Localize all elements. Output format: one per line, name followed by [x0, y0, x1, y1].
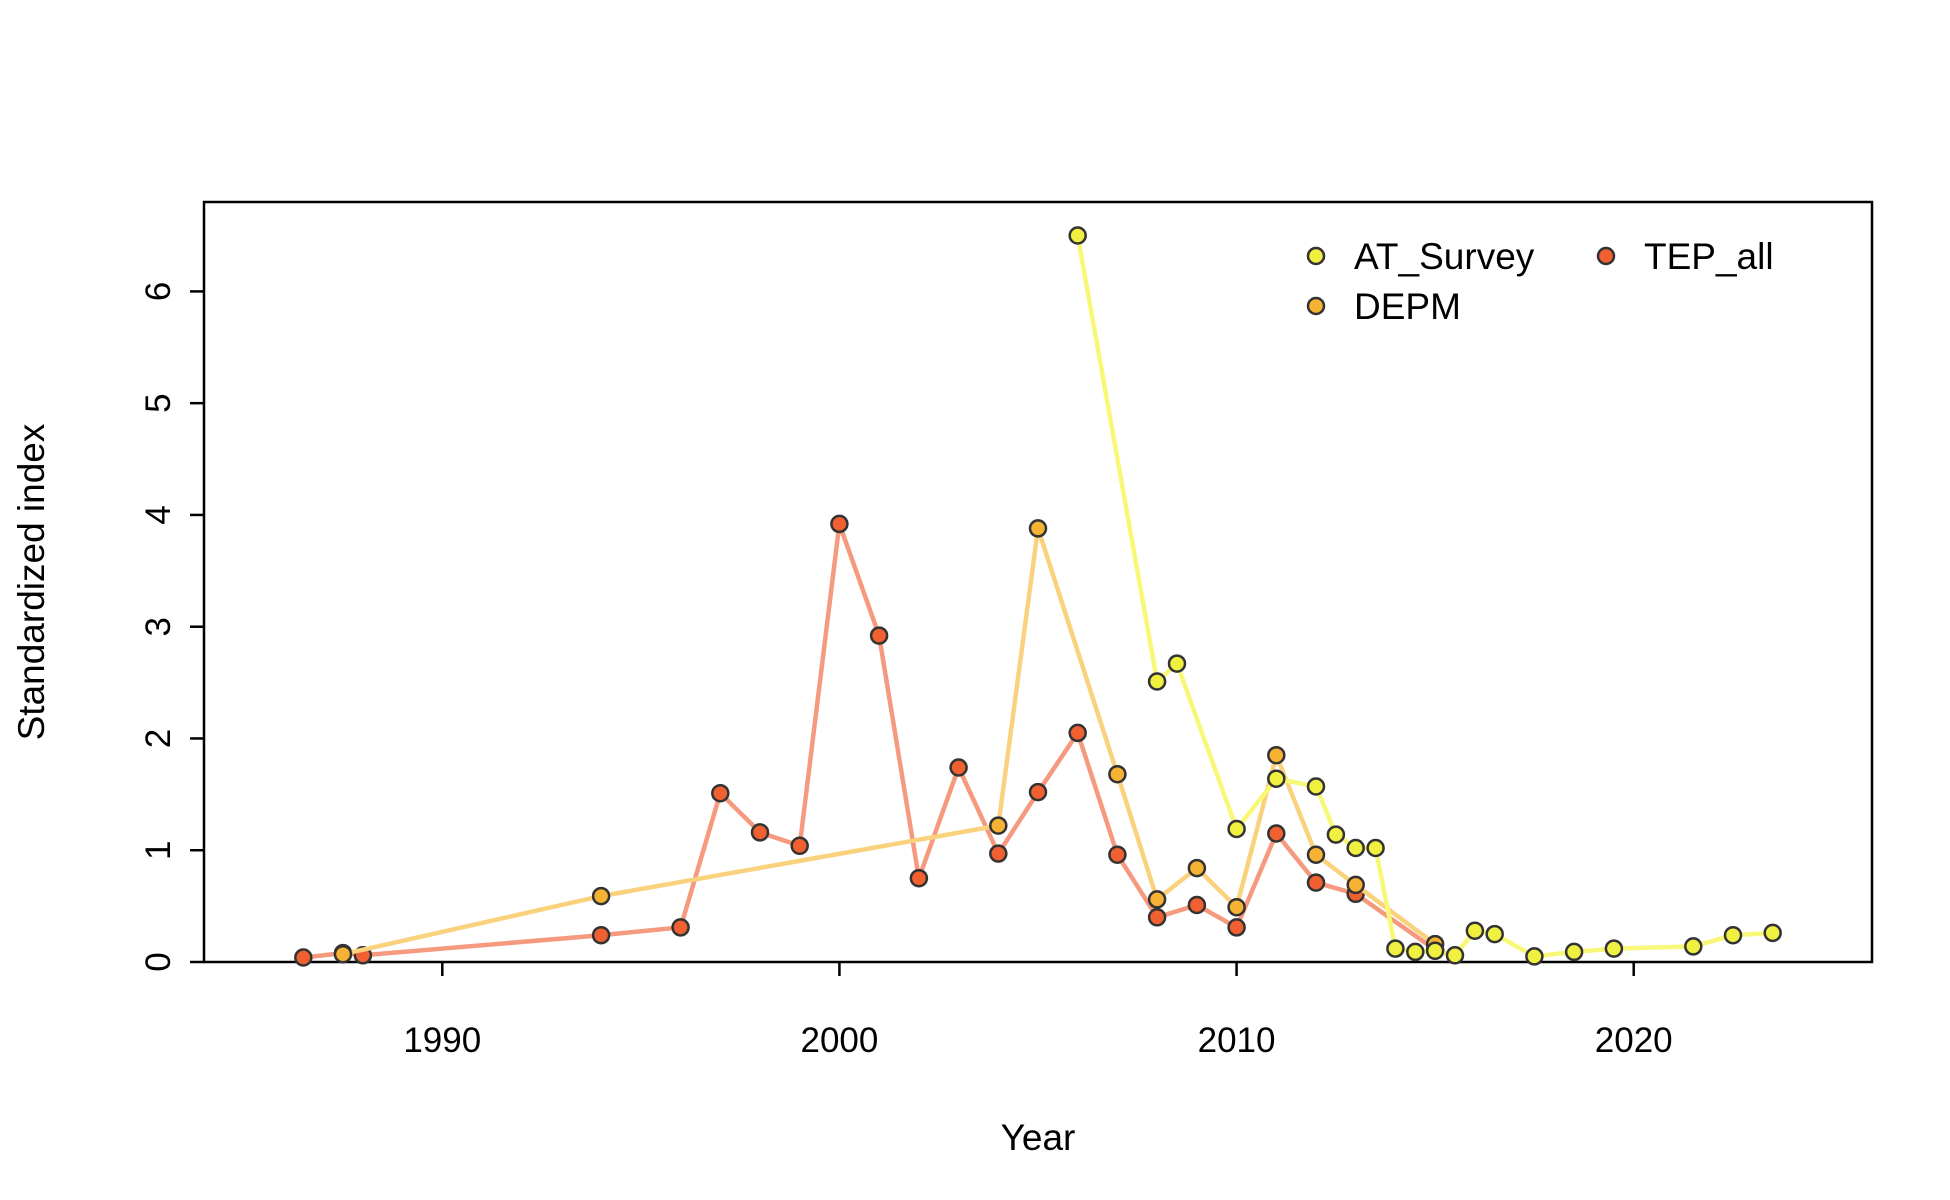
data-point-TEP_all [711, 783, 730, 803]
y-axis: 0 1 2 3 4 5 6 [139, 282, 204, 972]
series-layer [294, 226, 1782, 967]
legend-label-TEP_all: TEP_all [1644, 236, 1774, 277]
data-point-DEPM [1108, 764, 1127, 784]
data-point-AT_Survey [1386, 939, 1405, 958]
series-DEPM [333, 519, 1445, 964]
data-point-TEP_all [830, 514, 849, 534]
data-point-AT_Survey [1763, 923, 1782, 943]
data-point-TEP_all [591, 925, 611, 945]
legend-marker-AT_Survey [1306, 246, 1326, 266]
data-point-AT_Survey [1465, 921, 1485, 940]
x-axis: 1990 2000 2010 2020 [403, 962, 1673, 1060]
data-point-AT_Survey [1485, 924, 1504, 944]
data-point-TEP_all [949, 758, 968, 777]
series-line-AT_Survey [1075, 235, 1773, 959]
data-point-DEPM [333, 944, 353, 964]
data-point-TEP_all [790, 836, 809, 856]
data-point-AT_Survey [1068, 226, 1087, 245]
data-point-TEP_all [1068, 723, 1087, 743]
data-point-DEPM [1267, 745, 1286, 765]
data-point-DEPM [591, 886, 611, 906]
series-line-TEP_all [303, 521, 1437, 960]
data-point-DEPM [989, 816, 1008, 835]
series-TEP_all [294, 514, 1445, 967]
data-point-AT_Survey [1564, 942, 1584, 962]
data-point-AT_Survey [1723, 925, 1743, 945]
data-point-AT_Survey [1167, 654, 1187, 673]
data-point-AT_Survey [1227, 819, 1246, 839]
data-point-AT_Survey [1346, 838, 1365, 858]
data-point-TEP_all [869, 626, 889, 645]
data-point-AT_Survey [1366, 838, 1385, 858]
x-tick-label: 1990 [403, 1021, 481, 1060]
y-tick-label: 5 [139, 393, 178, 412]
data-point-TEP_all [294, 948, 313, 967]
data-point-TEP_all [909, 868, 929, 888]
series-AT_Survey [1068, 226, 1782, 966]
data-point-TEP_all [1227, 918, 1246, 937]
x-axis-label: Year [1001, 1117, 1076, 1158]
data-point-AT_Survey [1684, 937, 1703, 956]
data-point-TEP_all [1147, 908, 1167, 927]
data-point-AT_Survey [1425, 941, 1445, 961]
data-point-AT_Survey [1525, 947, 1544, 966]
legend: AT_Survey TEP_all DEPM [1306, 236, 1774, 327]
legend-marker-TEP_all [1596, 246, 1616, 266]
x-tick-label: 2020 [1595, 1021, 1673, 1060]
y-tick-label: 1 [139, 841, 178, 860]
legend-marker-DEPM [1306, 296, 1326, 316]
data-point-DEPM [1187, 858, 1207, 878]
legend-label-AT_Survey: AT_Survey [1354, 236, 1535, 277]
y-tick-label: 4 [139, 505, 178, 524]
data-point-DEPM [1227, 897, 1246, 917]
data-point-AT_Survey [1267, 769, 1286, 788]
data-point-TEP_all [989, 844, 1008, 863]
data-point-AT_Survey [1406, 942, 1425, 962]
data-point-DEPM [1028, 519, 1048, 538]
plot-frame [202, 200, 1874, 964]
data-point-TEP_all [1108, 845, 1127, 864]
data-point-DEPM [1147, 890, 1167, 909]
data-point-AT_Survey [1306, 777, 1326, 796]
data-point-TEP_all [1028, 782, 1048, 802]
y-axis-label: Standardized index [11, 423, 52, 740]
data-point-TEP_all [1187, 895, 1207, 915]
data-point-TEP_all [1306, 873, 1326, 892]
y-tick-label: 2 [139, 729, 178, 748]
data-point-AT_Survey [1445, 946, 1465, 965]
y-tick-label: 6 [139, 282, 178, 301]
data-point-AT_Survey [1326, 825, 1346, 844]
legend-label-DEPM: DEPM [1354, 286, 1461, 327]
data-point-TEP_all [671, 918, 690, 937]
data-point-TEP_all [750, 823, 770, 842]
y-tick-label: 3 [139, 617, 178, 636]
x-tick-label: 2010 [1198, 1021, 1276, 1060]
data-point-DEPM [1346, 875, 1365, 895]
x-tick-label: 2000 [800, 1021, 878, 1060]
series-line-DEPM [342, 526, 1437, 957]
data-point-AT_Survey [1604, 939, 1624, 958]
y-tick-label: 0 [139, 952, 178, 971]
data-point-TEP_all [1267, 824, 1286, 843]
data-point-DEPM [1306, 845, 1326, 864]
data-point-AT_Survey [1147, 672, 1167, 691]
